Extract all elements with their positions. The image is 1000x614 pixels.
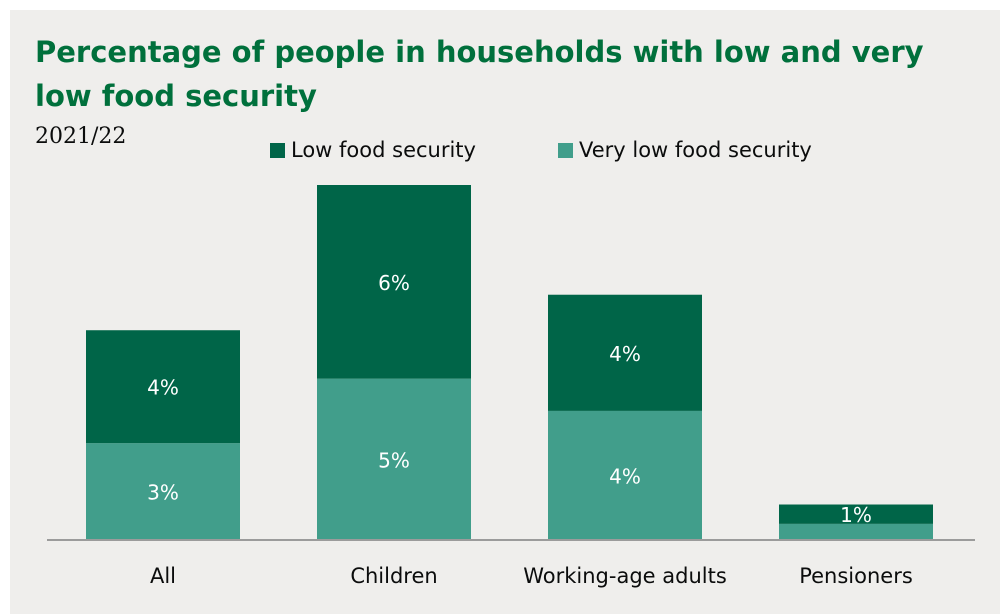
- data-label-very-low-1: 5%: [378, 448, 410, 472]
- x-tick-label-0: All: [150, 564, 176, 588]
- legend-swatch-very-low: [557, 142, 573, 158]
- bar-low-1: [317, 185, 471, 379]
- bar-very-low-3: [779, 523, 933, 540]
- legend-item-low: Low food security: [270, 138, 476, 162]
- data-label-low-0: 4%: [147, 376, 179, 400]
- bar-low-2: [548, 294, 702, 411]
- bar-very-low-0: [86, 443, 240, 540]
- data-label-low-3: 1%: [840, 503, 872, 527]
- bar-low-3: [779, 504, 933, 524]
- data-label-low-2: 4%: [609, 342, 641, 366]
- legend-swatch-low: [270, 142, 285, 158]
- data-label-very-low-2: 4%: [609, 464, 641, 488]
- legend-item-very-low: Very low food security: [557, 138, 812, 162]
- bar-very-low-2: [548, 410, 702, 540]
- x-tick-label-1: Children: [350, 564, 437, 588]
- legend-label-very-low: Very low food security: [578, 138, 812, 162]
- legend-label-low: Low food security: [291, 138, 476, 162]
- data-label-very-low-0: 3%: [147, 481, 179, 505]
- chart-legend: Low food security Very low food security: [270, 138, 894, 162]
- bar-low-0: [86, 330, 240, 444]
- chart-title: Percentage of people in households with …: [35, 35, 924, 113]
- data-label-low-1: 6%: [378, 271, 410, 295]
- x-tick-label-2: Working-age adults: [523, 564, 727, 588]
- chart-subtitle: 2021/22: [35, 124, 127, 149]
- bar-very-low-1: [317, 378, 471, 540]
- x-tick-label-3: Pensioners: [799, 564, 913, 588]
